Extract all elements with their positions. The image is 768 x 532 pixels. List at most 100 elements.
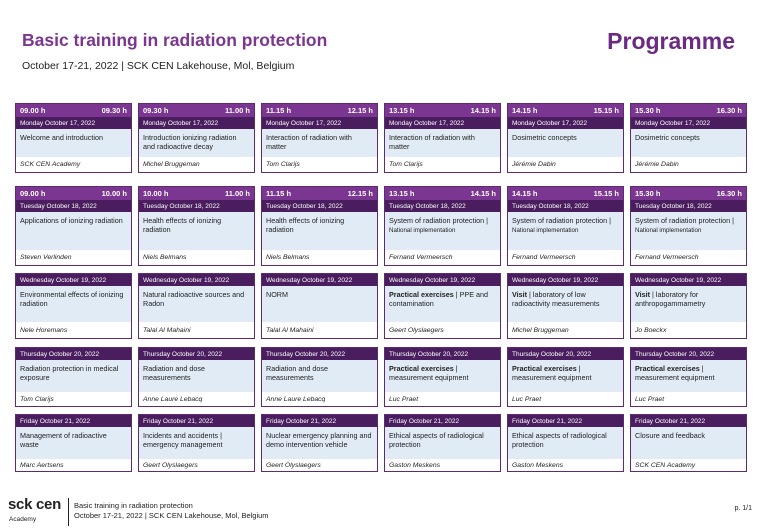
speaker-name: Steven Verlinden xyxy=(20,254,72,261)
session-topic: Interaction of radiation with matter xyxy=(385,129,500,157)
page-subtitle: October 17-21, 2022 | SCK CEN Lakehouse,… xyxy=(22,60,295,72)
topic-text: Ethical aspects of radiological protecti… xyxy=(389,431,484,449)
end-time: 12.15 h xyxy=(347,189,373,198)
start-time: 13.15 h xyxy=(389,189,415,198)
session-card: 15.30 h 16.30 h Tuesday October 18, 2022 Sy… xyxy=(630,186,747,266)
end-time: 09.30 h xyxy=(101,106,127,115)
day-label: Tuesday October 18, 2022 xyxy=(631,200,746,212)
speaker-name: Fernand Vermeersch xyxy=(635,254,699,261)
page-title: Basic training in radiation protection xyxy=(22,30,328,50)
day-label: Wednesday October 19, 2022 xyxy=(139,274,254,286)
start-time: 14.15 h xyxy=(512,106,538,115)
speaker-name: Nele Horemans xyxy=(20,326,68,334)
footer: sck cen Academy Basic training in radiat… xyxy=(0,496,768,532)
topic-text: | laboratory for anthropogammametry xyxy=(635,290,706,308)
session-topic: Environmental effects of ionizing radiat… xyxy=(16,286,131,322)
speaker-name: Anne Laure Lebacq xyxy=(143,395,203,403)
end-time: 15.15 h xyxy=(593,189,619,198)
speaker-name: Tom Clarijs xyxy=(20,395,54,403)
day-label: Thursday October 20, 2022 xyxy=(139,348,254,360)
topic-note: National implementation xyxy=(389,227,456,234)
day-label: Thursday October 20, 2022 xyxy=(16,348,131,360)
speaker-name: Gaston Meskens xyxy=(389,461,440,469)
day-label: Wednesday October 19, 2022 xyxy=(508,274,623,286)
end-time: 14.15 h xyxy=(470,106,496,115)
topic-text: Interaction of radiation with matter xyxy=(389,133,475,151)
day-label: Monday October 17, 2022 xyxy=(385,117,500,129)
day-label: Friday October 21, 2022 xyxy=(508,415,623,427)
topic-emphasis: Practical exercises xyxy=(635,364,700,373)
speaker-name: Niels Belmans xyxy=(266,254,310,261)
session-card: Friday October 21, 2022 Nuclear emergency… xyxy=(261,414,378,472)
session-card: 14.15 h 15.15 h Tuesday October 18, 2022 Sy… xyxy=(507,186,624,266)
session-topic: Practical exercises | measurement equipm… xyxy=(508,360,623,392)
session-topic: System of radiation protection | Nationa… xyxy=(631,212,746,250)
time-bar: 13.15 h 14.15 h xyxy=(385,187,500,200)
speaker-name: Anne Laure Lebacq xyxy=(266,395,326,403)
topic-text: Dosimetric concepts xyxy=(512,133,577,142)
session-topic: Practical exercises | measurement equipm… xyxy=(631,360,746,392)
topic-emphasis: Practical exercises xyxy=(389,290,454,299)
topic-text: | measurement equipment xyxy=(635,364,715,382)
speaker-name: Fernand Vermeersch xyxy=(389,254,453,261)
session-topic: Health effects of ionizing radiation xyxy=(262,212,377,250)
start-time: 09.00 h xyxy=(20,106,46,115)
session-card: Friday October 21, 2022 Management of rad… xyxy=(15,414,132,472)
topic-text: Health effects of ionizing radiation xyxy=(266,216,345,234)
time-bar: 09.30 h 11.00 h xyxy=(139,104,254,117)
end-time: 11.00 h xyxy=(224,189,250,198)
start-time: 13.15 h xyxy=(389,106,415,115)
session-card: Thursday October 20, 2022 Practical exerc… xyxy=(507,347,624,407)
topic-text: Management of radioactive waste xyxy=(20,431,107,449)
speaker-name: Fernand Vermeersch xyxy=(512,254,576,261)
page-number: p. 1/1 xyxy=(734,505,752,512)
topic-text: System of radiation protection | xyxy=(389,216,488,225)
session-topic: NORM xyxy=(262,286,377,322)
day-label: Thursday October 20, 2022 xyxy=(631,348,746,360)
speaker-name: Jérémie Dabin xyxy=(635,161,679,168)
topic-text: | measurement equipment xyxy=(512,364,592,382)
day-label: Thursday October 20, 2022 xyxy=(385,348,500,360)
speaker-name: Tom Clarijs xyxy=(389,161,423,168)
time-bar: 09.00 h 09.30 h xyxy=(16,104,131,117)
session-card: Wednesday October 19, 2022 Environmental … xyxy=(15,273,132,339)
speaker-name: Gaston Meskens xyxy=(512,461,563,469)
speaker-name: Marc Aertsens xyxy=(20,461,64,469)
speaker-name: Jérémie Dabin xyxy=(512,161,556,168)
time-bar: 13.15 h 14.15 h xyxy=(385,104,500,117)
day-label: Friday October 21, 2022 xyxy=(139,415,254,427)
session-topic: Management of radioactive waste xyxy=(16,427,131,459)
session-card: 13.15 h 14.15 h Monday October 17, 2022 Int… xyxy=(384,103,501,173)
session-card: Friday October 21, 2022 Closure and feedb… xyxy=(630,414,747,472)
session-card: Friday October 21, 2022 Ethical aspects o… xyxy=(384,414,501,472)
footer-text: Basic training in radiation protection O… xyxy=(74,501,269,521)
day-label: Friday October 21, 2022 xyxy=(262,415,377,427)
session-topic: Nuclear emergency planning and demo inte… xyxy=(262,427,377,459)
topic-text: | measurement equipment xyxy=(389,364,469,382)
time-bar: 14.15 h 15.15 h xyxy=(508,187,623,200)
topic-text: Introduction ionizing radiation and radi… xyxy=(143,133,237,151)
session-topic: Applications of ionizing radiation xyxy=(16,212,131,250)
session-card: Thursday October 20, 2022 Radiation prote… xyxy=(15,347,132,407)
session-card: 13.15 h 14.15 h Tuesday October 18, 2022 Sy… xyxy=(384,186,501,266)
session-card: 11.15 h 12.15 h Tuesday October 18, 2022 He… xyxy=(261,186,378,266)
start-time: 10.00 h xyxy=(143,189,169,198)
session-topic: Natural radioactive sources and Radon xyxy=(139,286,254,322)
time-bar: 14.15 h 15.15 h xyxy=(508,104,623,117)
end-time: 10.00 h xyxy=(101,189,127,198)
day-label: Wednesday October 19, 2022 xyxy=(385,274,500,286)
start-time: 15.30 h xyxy=(635,106,661,115)
topic-text: Welcome and introduction xyxy=(20,133,103,142)
end-time: 14.15 h xyxy=(470,189,496,198)
session-topic: Welcome and introduction xyxy=(16,129,131,157)
speaker-name: Talal Al Mahaini xyxy=(266,326,314,334)
day-label: Wednesday October 19, 2022 xyxy=(631,274,746,286)
session-card: 09.30 h 11.00 h Monday October 17, 2022 Int… xyxy=(138,103,255,173)
session-card: Thursday October 20, 2022 Radiation and d… xyxy=(138,347,255,407)
time-bar: 10.00 h 11.00 h xyxy=(139,187,254,200)
speaker-name: Jo Boeckx xyxy=(635,326,667,334)
topic-text: Nuclear emergency planning and demo inte… xyxy=(266,431,372,449)
speaker-name: Geert Olyslaegers xyxy=(266,461,321,469)
speaker-name: Tom Clarijs xyxy=(266,161,300,168)
logo-subtitle: Academy xyxy=(9,516,37,523)
